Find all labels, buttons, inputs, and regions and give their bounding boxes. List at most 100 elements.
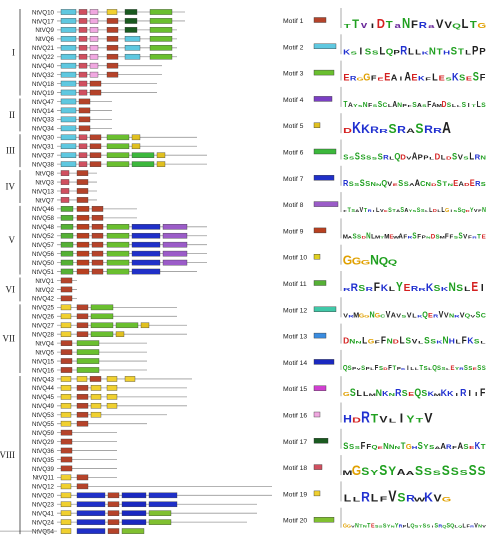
motif-block: [60, 241, 74, 248]
legend-label: Motif 13: [283, 334, 307, 341]
logo-letter: P: [397, 367, 402, 372]
logo-letter: S: [352, 233, 357, 241]
logo-letter: S: [358, 284, 365, 293]
logo-letter: L: [480, 341, 485, 345]
logo-letter: S: [348, 366, 352, 372]
motif-block: [76, 519, 106, 525]
motif-block: [60, 206, 74, 212]
group-label: III: [6, 146, 15, 156]
logo-letter: M: [369, 393, 377, 397]
logo-letter: L: [371, 233, 375, 240]
logo-letter: S: [434, 284, 441, 293]
motif-block: [162, 224, 188, 230]
logo-letter: R: [459, 367, 464, 371]
motif-block: [124, 45, 141, 51]
gene-row: NtVQ16: [32, 367, 147, 374]
motif-block: [131, 134, 141, 141]
logo-letter: S: [445, 76, 451, 82]
motif-block: [78, 80, 88, 87]
logo-letter: L: [457, 105, 461, 108]
logo-letter: V: [351, 525, 355, 528]
logo-letter: Y: [388, 464, 396, 478]
gene-row: NtVQ51: [32, 268, 197, 276]
motif-block: [60, 447, 73, 454]
gene-name: NtVQ4: [35, 340, 54, 347]
motif-block: [162, 232, 188, 239]
gene-row: NtVQ32: [32, 71, 162, 79]
logo-letter: K: [352, 119, 361, 137]
gene-row: NtVQ25: [32, 304, 177, 312]
logo-letter: A: [442, 119, 451, 137]
gene-name: NtVQ52: [32, 233, 55, 240]
motif-block: [76, 304, 89, 311]
gene-row: NtVQ57: [32, 241, 207, 249]
logo-letter: C: [481, 313, 486, 320]
logo-letter: S: [477, 364, 481, 372]
gene-name: NtVQ49: [32, 403, 55, 410]
logo-letter: G: [368, 337, 375, 345]
group-bracket: III: [6, 134, 21, 168]
logo-letter: V: [458, 153, 463, 162]
motif-block: [89, 71, 99, 78]
logo-letter: V: [482, 525, 486, 529]
logo-letter: P: [423, 155, 429, 161]
logo-letter: D: [446, 156, 452, 161]
logo-letter: Y: [406, 414, 415, 425]
motif-block: [106, 250, 130, 257]
gene-name: NtVQ51: [32, 269, 55, 276]
logo-letter: Q: [461, 209, 465, 214]
logo-letter: D: [343, 127, 352, 135]
gene-row: NtVQ39: [32, 465, 117, 473]
motif-block: [76, 420, 89, 427]
motif-block: [89, 80, 102, 87]
logo-letter: S: [435, 523, 439, 529]
logo-letter: S: [459, 73, 465, 82]
logo-letter: V: [460, 310, 465, 319]
logo-letter: I: [371, 23, 374, 30]
gene-row: NtVQ55: [32, 420, 147, 428]
motif-block: [76, 483, 89, 490]
legend-label: Motif 14: [283, 360, 307, 367]
logo-letter: F: [411, 19, 418, 31]
legend-swatch: [313, 332, 327, 339]
gene-name: NtVQ1: [35, 278, 54, 285]
motif-block: [148, 510, 172, 516]
gene-row: NtVQ36: [32, 447, 117, 455]
logo-letter: N: [480, 155, 486, 161]
logo-letter: W: [414, 496, 426, 502]
logo-letter: F: [462, 335, 467, 347]
gene-name: NtVQ59: [32, 430, 55, 437]
logo-letter: Y: [370, 469, 378, 477]
logo-letter: E: [389, 235, 393, 240]
legend-label: Motif 15: [283, 386, 307, 393]
gene-name: NtVQ2: [35, 287, 54, 294]
legend-label: Motif 2: [283, 44, 304, 51]
logo-letter: S: [423, 524, 427, 530]
logo-letter: S: [379, 525, 383, 528]
motif-block: [60, 376, 72, 382]
logo-letter: E: [384, 209, 388, 212]
gene-row: NtVQ4: [35, 340, 147, 347]
gene-row: NtVQ24: [32, 519, 247, 526]
logo-letter: N: [355, 523, 359, 529]
logo-letter: Q: [343, 364, 348, 372]
logo-letter: E: [466, 75, 472, 82]
logo-letter: M: [342, 470, 352, 477]
motif-block: [78, 116, 91, 123]
logo-letter: S: [417, 208, 421, 214]
legend-item: Motif 8: [283, 201, 339, 209]
motif-block: [89, 134, 102, 141]
legend-label: Motif 9: [283, 228, 304, 235]
legend-swatch: [313, 96, 333, 102]
logo-letter: V: [444, 311, 449, 319]
motif-block: [124, 18, 138, 24]
gene-row: NtVQ31: [32, 143, 197, 151]
logo-letter: E: [378, 446, 383, 449]
gene-name: NtVQ26: [32, 314, 55, 321]
logo-letter: A: [417, 103, 422, 108]
logo-letter: N: [363, 102, 368, 109]
gene-row: NtVQ53: [32, 411, 167, 419]
logo-letter: A: [432, 102, 437, 109]
motif-block: [149, 36, 173, 42]
